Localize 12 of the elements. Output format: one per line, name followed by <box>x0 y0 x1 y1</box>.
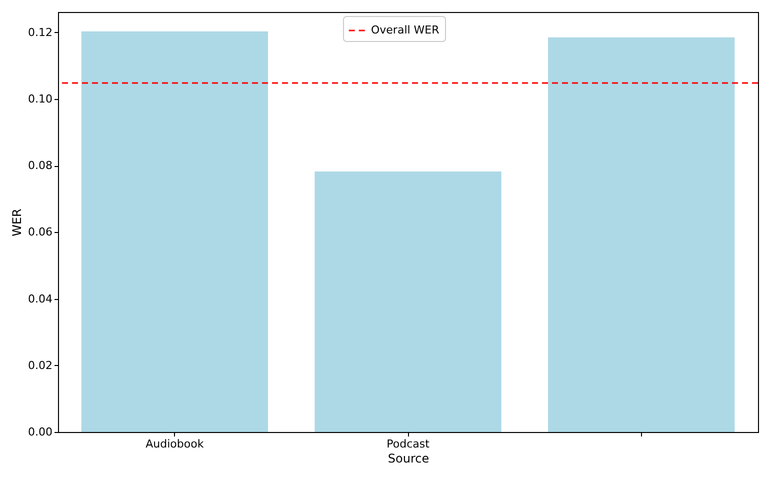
y-axis-title: WER <box>10 208 24 236</box>
x-tick-label: Podcast <box>386 438 430 450</box>
x-tick-label: Audiobook <box>146 438 204 450</box>
y-tick-label: 0.00 <box>28 426 52 438</box>
y-tick-label: 0.12 <box>28 26 52 39</box>
y-tick-label: 0.02 <box>28 358 52 372</box>
y-tick-label: 0.04 <box>28 292 52 306</box>
y-tick-label: 0.08 <box>28 159 52 172</box>
legend-label: Overall WER <box>371 24 440 36</box>
x-axis-title: Source <box>388 452 430 466</box>
y-tick-label: 0.10 <box>28 92 52 106</box>
y-tick-label: 0.06 <box>28 226 52 239</box>
